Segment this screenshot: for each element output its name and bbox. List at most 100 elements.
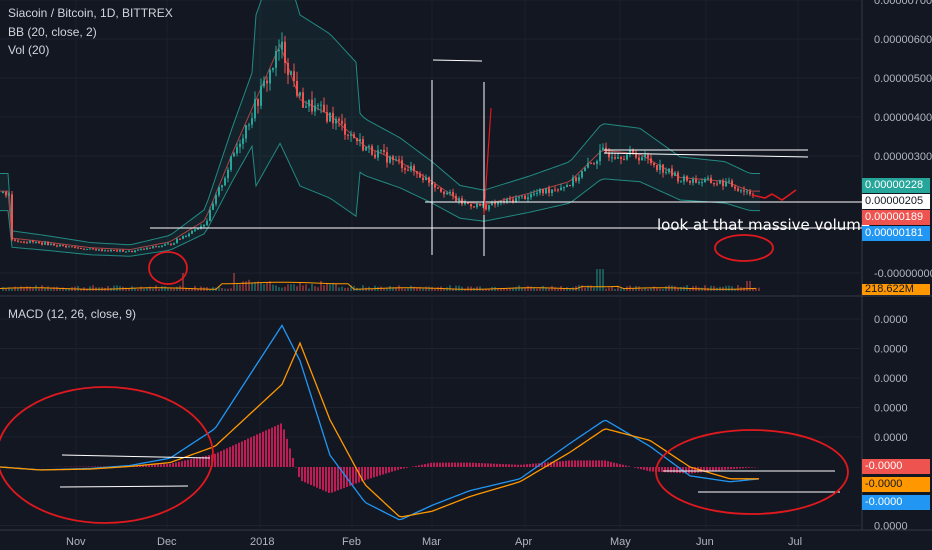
candle-body: [275, 51, 277, 68]
candle-body: [122, 250, 124, 252]
candle-body: [317, 105, 319, 107]
volume-bar: [521, 287, 523, 291]
volume-bar: [113, 285, 115, 291]
volume-bar: [128, 288, 130, 291]
candle-body: [311, 99, 313, 112]
candle-body: [269, 69, 271, 84]
volume-bar: [185, 287, 187, 291]
candle-body: [314, 105, 316, 112]
candle-body: [353, 134, 355, 138]
candle-body: [644, 154, 646, 158]
volume-bar: [170, 288, 172, 291]
candle-body: [104, 250, 106, 252]
candle-body: [50, 243, 52, 246]
volume-bar: [641, 288, 643, 291]
volume-bar: [509, 288, 511, 291]
volume-bar: [17, 287, 19, 291]
volume-bar: [584, 287, 586, 291]
candle-body: [359, 139, 361, 142]
candle-body: [323, 104, 325, 113]
volume-bar: [581, 285, 583, 291]
candle-body: [173, 243, 175, 245]
volume-bar: [335, 283, 337, 291]
volume-bar: [56, 286, 58, 291]
volume-bar: [464, 288, 466, 291]
volume-bar: [428, 286, 430, 291]
candle-body: [455, 195, 457, 201]
candle-body: [209, 209, 211, 221]
macd-tag: -0.0000: [862, 477, 930, 492]
highlight-circle: [148, 251, 188, 285]
candle-body: [155, 246, 157, 248]
candle-body: [341, 120, 343, 124]
candle-body: [224, 178, 226, 186]
candle-body: [146, 247, 148, 250]
candle-body: [134, 250, 136, 253]
candle-body: [479, 203, 481, 206]
candle-body: [17, 240, 19, 242]
candle-body: [203, 224, 205, 227]
price-tag: 0.00000181: [862, 226, 930, 241]
candle-body: [152, 246, 154, 248]
candle-body: [116, 250, 118, 252]
candle-body: [263, 80, 265, 87]
volume-bar: [407, 287, 409, 291]
candle-body: [662, 164, 664, 173]
candle-body: [44, 242, 46, 245]
volume-bar: [269, 281, 271, 291]
candle-body: [71, 246, 73, 248]
macd-lines: [0, 324, 760, 521]
candle-body: [107, 250, 109, 252]
volume-bar: [488, 288, 490, 291]
macd-tick-label: 0.0000: [874, 432, 908, 444]
volume-bar: [68, 288, 70, 291]
price-tag: 0.00000228: [862, 178, 930, 193]
candlesticks: [2, 32, 754, 253]
volume-bar: [65, 288, 67, 291]
macd-histogram: [40, 423, 759, 493]
candle-body: [506, 198, 508, 203]
macd-tick-label: 0.0000: [874, 344, 908, 356]
candle-body: [629, 150, 631, 155]
volume-bar: [197, 288, 199, 291]
candle-body: [632, 150, 634, 153]
volume-bar: [665, 286, 667, 291]
volume-bar: [314, 286, 316, 291]
candle-body: [188, 233, 190, 237]
candle-body: [281, 41, 283, 50]
volume-bar: [725, 285, 727, 291]
candle-body: [278, 49, 280, 52]
volume-bar: [242, 281, 244, 291]
trend-line: [59, 485, 189, 488]
candle-body: [575, 177, 577, 181]
projection-scribble: [751, 189, 797, 201]
candle-body: [125, 251, 127, 253]
candle-body: [461, 198, 463, 205]
volume-bar: [257, 281, 259, 291]
volume-bar: [32, 288, 34, 291]
volume-bar: [62, 287, 64, 291]
volume-bar: [326, 283, 328, 291]
volume-bar: [167, 288, 169, 291]
volume-bar: [11, 288, 13, 291]
candle-body: [524, 195, 526, 200]
candle-body: [734, 186, 736, 189]
candle-body: [617, 157, 619, 159]
candle-body: [539, 188, 541, 193]
candle-body: [290, 71, 292, 75]
volume-bar: [431, 287, 433, 291]
volume-bar: [515, 287, 517, 291]
volume-bar: [422, 288, 424, 291]
candle-body: [80, 247, 82, 249]
candle-body: [584, 167, 586, 172]
volume-bar: [281, 287, 283, 291]
candle-body: [383, 149, 385, 153]
volume-bar: [227, 288, 229, 291]
volume-bar: [386, 287, 388, 291]
candle-body: [536, 192, 538, 194]
volume-bar: [425, 286, 427, 291]
volume-bar: [524, 287, 526, 291]
candle-body: [380, 149, 382, 151]
volume-bar: [656, 287, 658, 291]
